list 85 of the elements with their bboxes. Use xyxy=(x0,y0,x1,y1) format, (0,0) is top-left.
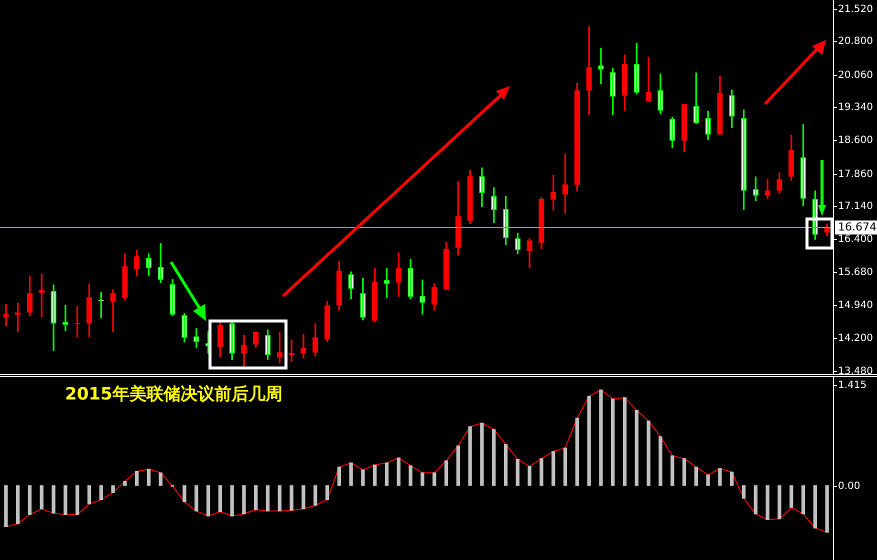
bar xyxy=(646,420,650,486)
bar xyxy=(194,485,198,512)
bar xyxy=(146,468,151,486)
bar xyxy=(135,471,139,486)
bar xyxy=(373,464,377,486)
bar xyxy=(682,458,686,486)
bar xyxy=(587,396,591,486)
bar xyxy=(302,485,306,510)
y-tick-label: 15.680 xyxy=(838,267,873,278)
bar xyxy=(622,397,627,486)
bar xyxy=(563,448,568,486)
bar xyxy=(444,460,448,486)
bar xyxy=(278,485,282,512)
bar xyxy=(420,472,424,486)
bar xyxy=(611,398,615,486)
bar xyxy=(16,485,20,524)
bar xyxy=(778,485,782,520)
bar xyxy=(742,485,746,499)
y-tick-label: 1.415 xyxy=(838,380,867,392)
bar xyxy=(825,485,829,533)
bar xyxy=(218,485,222,512)
bar xyxy=(408,465,412,486)
bar xyxy=(123,480,127,486)
bar xyxy=(801,485,806,514)
bar xyxy=(813,485,817,528)
bar xyxy=(337,466,341,486)
bar xyxy=(634,410,638,486)
bar xyxy=(4,485,8,527)
bar xyxy=(694,466,698,486)
bar xyxy=(254,485,258,510)
bar xyxy=(325,485,330,500)
y-tick-label: 16.400 xyxy=(838,234,873,246)
bar xyxy=(432,472,436,486)
bar xyxy=(528,466,532,486)
y-tick-label: 21.520 xyxy=(838,4,873,16)
y-tick-label: 20.800 xyxy=(838,36,873,48)
bar xyxy=(242,485,246,514)
y-tick-label: 14.940 xyxy=(838,300,873,312)
bar xyxy=(504,444,508,486)
bar xyxy=(206,485,210,516)
bar xyxy=(230,485,234,516)
bar xyxy=(182,485,186,502)
bar xyxy=(766,485,770,520)
bar xyxy=(718,468,722,486)
bar xyxy=(290,485,294,511)
y-tick-label: 20.060 xyxy=(838,70,873,82)
bar xyxy=(575,418,579,486)
bar xyxy=(706,474,710,486)
ref-line-label: 16.674 xyxy=(838,220,876,234)
y-tick-label: 17.860 xyxy=(838,169,873,180)
bar xyxy=(552,451,556,486)
text: 2015年美联储决议前后几周 xyxy=(65,384,282,404)
bar xyxy=(730,472,734,486)
bar xyxy=(754,485,758,514)
bar xyxy=(158,472,162,486)
bar xyxy=(468,426,472,486)
bar xyxy=(76,485,80,515)
bar xyxy=(52,485,56,514)
bar xyxy=(790,485,794,508)
bar xyxy=(599,389,603,486)
bar xyxy=(480,422,484,486)
y-tick-label: 0.00 xyxy=(838,481,860,492)
y-tick-label: 19.340 xyxy=(838,102,873,114)
bar xyxy=(314,485,318,506)
bar xyxy=(28,485,32,515)
bar xyxy=(540,458,544,486)
bar xyxy=(99,485,103,500)
y-tick-label: 13.480 xyxy=(838,366,873,378)
bar xyxy=(349,462,353,486)
bar xyxy=(396,458,400,486)
bar xyxy=(670,455,674,486)
bar xyxy=(384,462,389,486)
bar xyxy=(87,485,92,504)
y-tick-label: 14.200 xyxy=(838,333,873,344)
bar xyxy=(64,485,68,515)
bar xyxy=(111,485,115,493)
bar xyxy=(516,458,520,486)
bar xyxy=(361,470,365,486)
y-tick-label: 17.140 xyxy=(838,201,873,212)
bar xyxy=(40,485,44,510)
bar xyxy=(492,429,496,486)
y-tick-label: 18.600 xyxy=(838,135,873,146)
bar xyxy=(456,445,460,486)
bar xyxy=(266,485,270,512)
bar xyxy=(658,436,662,486)
